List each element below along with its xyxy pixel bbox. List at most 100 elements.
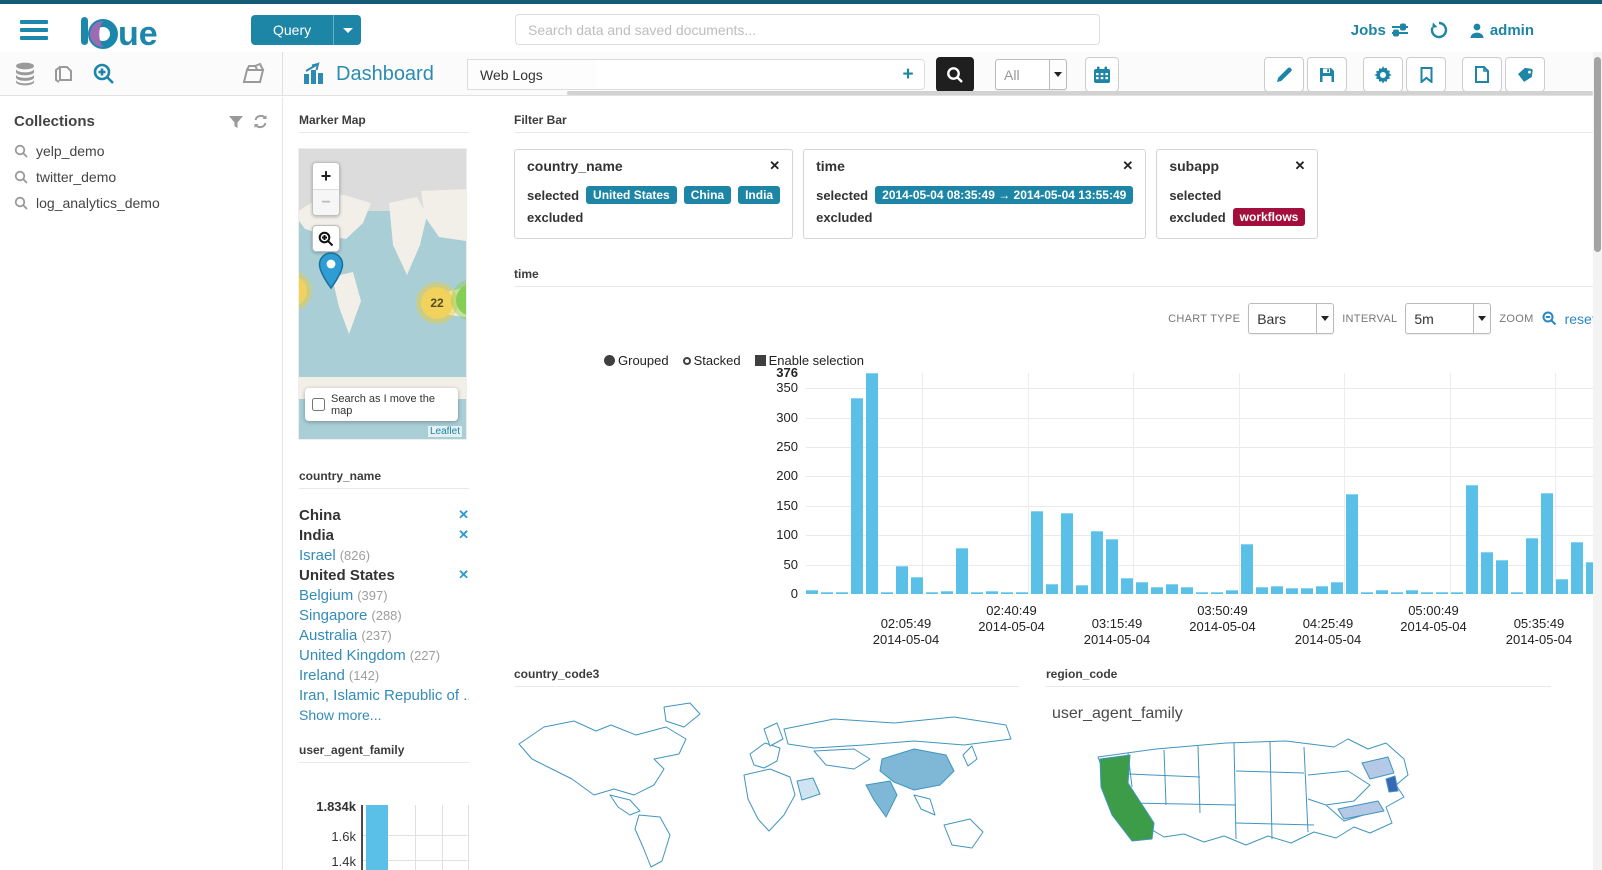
history-link[interactable]	[1430, 21, 1448, 39]
time-bar[interactable]	[1076, 585, 1088, 594]
filter-value-badge[interactable]: China	[683, 186, 732, 204]
filter-value-badge[interactable]: workflows	[1232, 208, 1306, 226]
hue-logo[interactable]: ue	[80, 12, 176, 50]
time-bar[interactable]	[1526, 538, 1538, 594]
facet-item-label[interactable]: Belgium	[299, 586, 354, 604]
time-bar[interactable]	[1226, 590, 1238, 594]
time-bar[interactable]	[1106, 539, 1118, 594]
zoom-reset-icon[interactable]	[1542, 311, 1557, 326]
user-menu[interactable]: admin	[1470, 22, 1534, 39]
time-bar[interactable]	[1091, 531, 1103, 594]
remove-facet-icon[interactable]: ✕	[458, 567, 469, 582]
hamburger-menu-icon[interactable]	[20, 20, 48, 40]
filter-value-badge[interactable]: India	[738, 186, 781, 204]
time-bar[interactable]	[1196, 592, 1208, 594]
documents-copy-icon[interactable]	[52, 62, 76, 86]
time-bar[interactable]	[1241, 544, 1253, 594]
time-bar[interactable]	[926, 592, 938, 594]
query-dropdown-caret[interactable]	[333, 15, 361, 45]
time-bar[interactable]	[806, 590, 818, 594]
time-bar[interactable]	[1421, 592, 1433, 594]
collection-name-box[interactable]: Web Logs	[467, 59, 598, 90]
add-query-button[interactable]: +	[892, 59, 925, 90]
remove-facet-icon[interactable]: ✕	[458, 507, 469, 522]
time-bar[interactable]	[986, 591, 998, 594]
time-bar[interactable]	[1211, 592, 1223, 594]
time-bar[interactable]	[1436, 592, 1448, 594]
us-states-map[interactable]	[1086, 735, 1446, 870]
sidebar-collection-item[interactable]: twitter_demo	[0, 164, 282, 190]
save-button[interactable]	[1307, 57, 1347, 92]
time-bar[interactable]	[1061, 513, 1073, 594]
time-bar[interactable]	[1166, 584, 1178, 594]
map-cluster-right[interactable]: 2	[451, 279, 466, 321]
time-bar[interactable]	[1511, 592, 1523, 594]
time-bar[interactable]	[1136, 582, 1148, 594]
time-bar[interactable]	[1301, 588, 1313, 594]
facet-item-label[interactable]: Singapore	[299, 606, 368, 624]
time-bar[interactable]	[971, 592, 983, 594]
close-icon[interactable]: ✕	[769, 158, 781, 173]
filter-funnel-icon[interactable]	[229, 115, 243, 129]
time-bar[interactable]	[1466, 485, 1478, 594]
map-cluster-left[interactable]: 5	[299, 271, 312, 311]
open-folder-icon[interactable]	[242, 62, 268, 86]
time-bar[interactable]	[1271, 586, 1283, 594]
tag-button[interactable]	[1505, 57, 1545, 92]
facet-item-label[interactable]: United Kingdom	[299, 646, 406, 664]
time-bar[interactable]	[1121, 578, 1133, 594]
time-bar[interactable]	[1451, 592, 1463, 594]
facet-item-label[interactable]: Israel	[299, 546, 336, 564]
chart-type-select[interactable]: Bars	[1248, 303, 1335, 334]
enable-selection-option[interactable]: Enable selection	[754, 353, 864, 368]
edit-button[interactable]	[1264, 57, 1304, 92]
time-bar[interactable]	[1481, 552, 1493, 594]
map-zoom-out-button[interactable]: −	[313, 189, 339, 215]
vertical-scrollbar-track[interactable]	[1593, 52, 1602, 870]
time-bar[interactable]	[836, 592, 848, 594]
time-bar[interactable]	[1151, 587, 1163, 594]
time-bar[interactable]	[1256, 587, 1268, 594]
calendar-button[interactable]	[1085, 57, 1119, 92]
time-bar[interactable]	[1181, 587, 1193, 594]
time-bar[interactable]	[866, 373, 878, 594]
zoom-search-icon[interactable]	[92, 62, 116, 86]
time-bar[interactable]	[1316, 586, 1328, 594]
map-zoom-in-button[interactable]: +	[313, 163, 339, 189]
jobs-link[interactable]: Jobs	[1351, 22, 1408, 39]
time-bar[interactable]	[851, 398, 863, 594]
close-icon[interactable]: ✕	[1294, 158, 1306, 173]
map-cluster-center[interactable]: 22	[416, 282, 458, 324]
stacked-option[interactable]: Stacked	[682, 353, 741, 368]
time-bar[interactable]	[1286, 588, 1298, 594]
time-bar[interactable]	[1571, 542, 1583, 594]
time-bar[interactable]	[1046, 584, 1058, 594]
grouped-option[interactable]: Grouped	[604, 353, 669, 368]
vertical-scrollbar-thumb[interactable]	[1594, 57, 1601, 252]
map-magnifier-button[interactable]	[312, 225, 340, 252]
sidebar-collection-item[interactable]: yelp_demo	[0, 138, 282, 164]
time-bar[interactable]	[881, 592, 893, 594]
time-bar[interactable]	[896, 566, 908, 594]
time-bar[interactable]	[1586, 562, 1593, 594]
time-bar[interactable]	[821, 592, 833, 594]
scope-select[interactable]: All	[995, 59, 1067, 90]
document-button[interactable]	[1462, 57, 1502, 92]
dashboard-query-input[interactable]	[597, 59, 893, 90]
database-icon[interactable]	[14, 62, 36, 86]
map-marker-pin[interactable]	[317, 252, 345, 290]
world-map[interactable]	[514, 699, 1019, 869]
interval-select[interactable]: 5m	[1405, 303, 1492, 334]
time-bar[interactable]	[1331, 582, 1343, 594]
refresh-icon[interactable]	[253, 114, 268, 129]
dashboard-title[interactable]: Dashboard	[302, 52, 434, 96]
settings-button[interactable]	[1363, 57, 1403, 92]
facet-item-label[interactable]: Iran, Islamic Republic of ...	[299, 686, 469, 704]
search-as-move-checkbox[interactable]	[312, 398, 325, 411]
time-bar[interactable]	[1391, 592, 1403, 594]
user-agent-bar[interactable]	[366, 805, 388, 870]
facet-item-label[interactable]: Ireland	[299, 666, 345, 684]
global-search-input[interactable]	[515, 14, 1100, 45]
time-bar[interactable]	[1406, 590, 1418, 594]
time-bar[interactable]	[1361, 592, 1373, 594]
